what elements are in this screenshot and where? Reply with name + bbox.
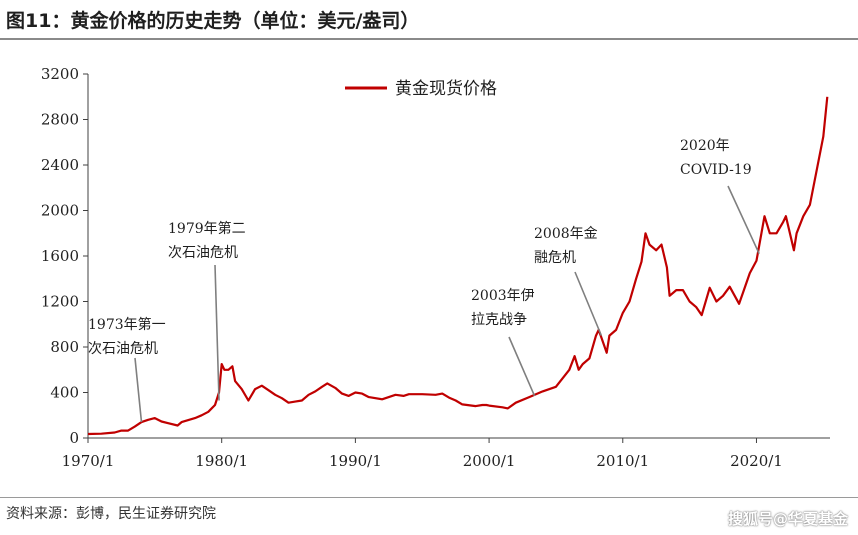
gold-price-chart: 0 400 800 1200 1600 2000 2400 2800 3200 1970/1 198…: [41, 65, 830, 470]
annotation-label: 次石油危机: [168, 245, 238, 261]
axes: 0 400 800 1200 1600 2000 2400 2800 3200 1970/1 198…: [41, 65, 830, 470]
annotation-label: 次石油危机: [88, 341, 158, 357]
annotations: 1973年第一次石油危机1979年第二次石油危机2003年伊拉克战争2008年金…: [88, 138, 760, 423]
title-divider: [0, 38, 858, 40]
x-tick-label: 2020/1: [730, 452, 783, 470]
source-divider: [0, 497, 858, 498]
y-tick-label: 800: [50, 338, 79, 356]
annotation-label: 2003年伊: [471, 288, 535, 304]
annotation-leader: [574, 271, 603, 336]
series-line: [87, 96, 829, 436]
watermark: 搜狐号@华夏基金: [727, 510, 848, 528]
legend-label: 黄金现货价格: [395, 79, 497, 99]
x-tick-label: 1980/1: [195, 452, 248, 470]
annotation-label: COVID-19: [680, 162, 752, 178]
annotation-leader: [727, 185, 760, 255]
x-tick-label: 1970/1: [62, 452, 115, 470]
annotation-leader: [508, 336, 536, 397]
annotation-label: 2008年金: [534, 226, 598, 242]
y-tick-label: 2000: [41, 202, 79, 220]
annotation-label: 2020年: [680, 138, 730, 154]
y-tick-label: 0: [69, 429, 79, 447]
annotation-leader: [134, 357, 143, 423]
x-tick-label: 1990/1: [329, 452, 382, 470]
y-tick-label: 3200: [41, 65, 79, 83]
annotation-label: 拉克战争: [471, 312, 527, 328]
y-tick-label: 1600: [41, 247, 79, 265]
x-tick-label: 2000/1: [463, 452, 516, 470]
source-note: 资料来源：彭博，民生证券研究院: [6, 506, 216, 522]
annotation-label: 1973年第一: [88, 316, 166, 333]
y-tick-label: 1200: [41, 293, 79, 311]
series-layer: [87, 96, 829, 436]
annotation-label: 融危机: [534, 250, 576, 266]
y-tick-label: 2400: [41, 156, 79, 174]
annotation-label: 1979年第二: [168, 220, 246, 237]
figure-title: 图11：黄金价格的历史走势（单位：美元/盎司）: [6, 10, 420, 32]
annotation-leader: [214, 264, 220, 401]
legend: 黄金现货价格: [345, 79, 497, 99]
y-tick-label: 2800: [41, 111, 79, 129]
y-tick-label: 400: [50, 384, 79, 402]
x-tick-label: 2010/1: [596, 452, 649, 470]
